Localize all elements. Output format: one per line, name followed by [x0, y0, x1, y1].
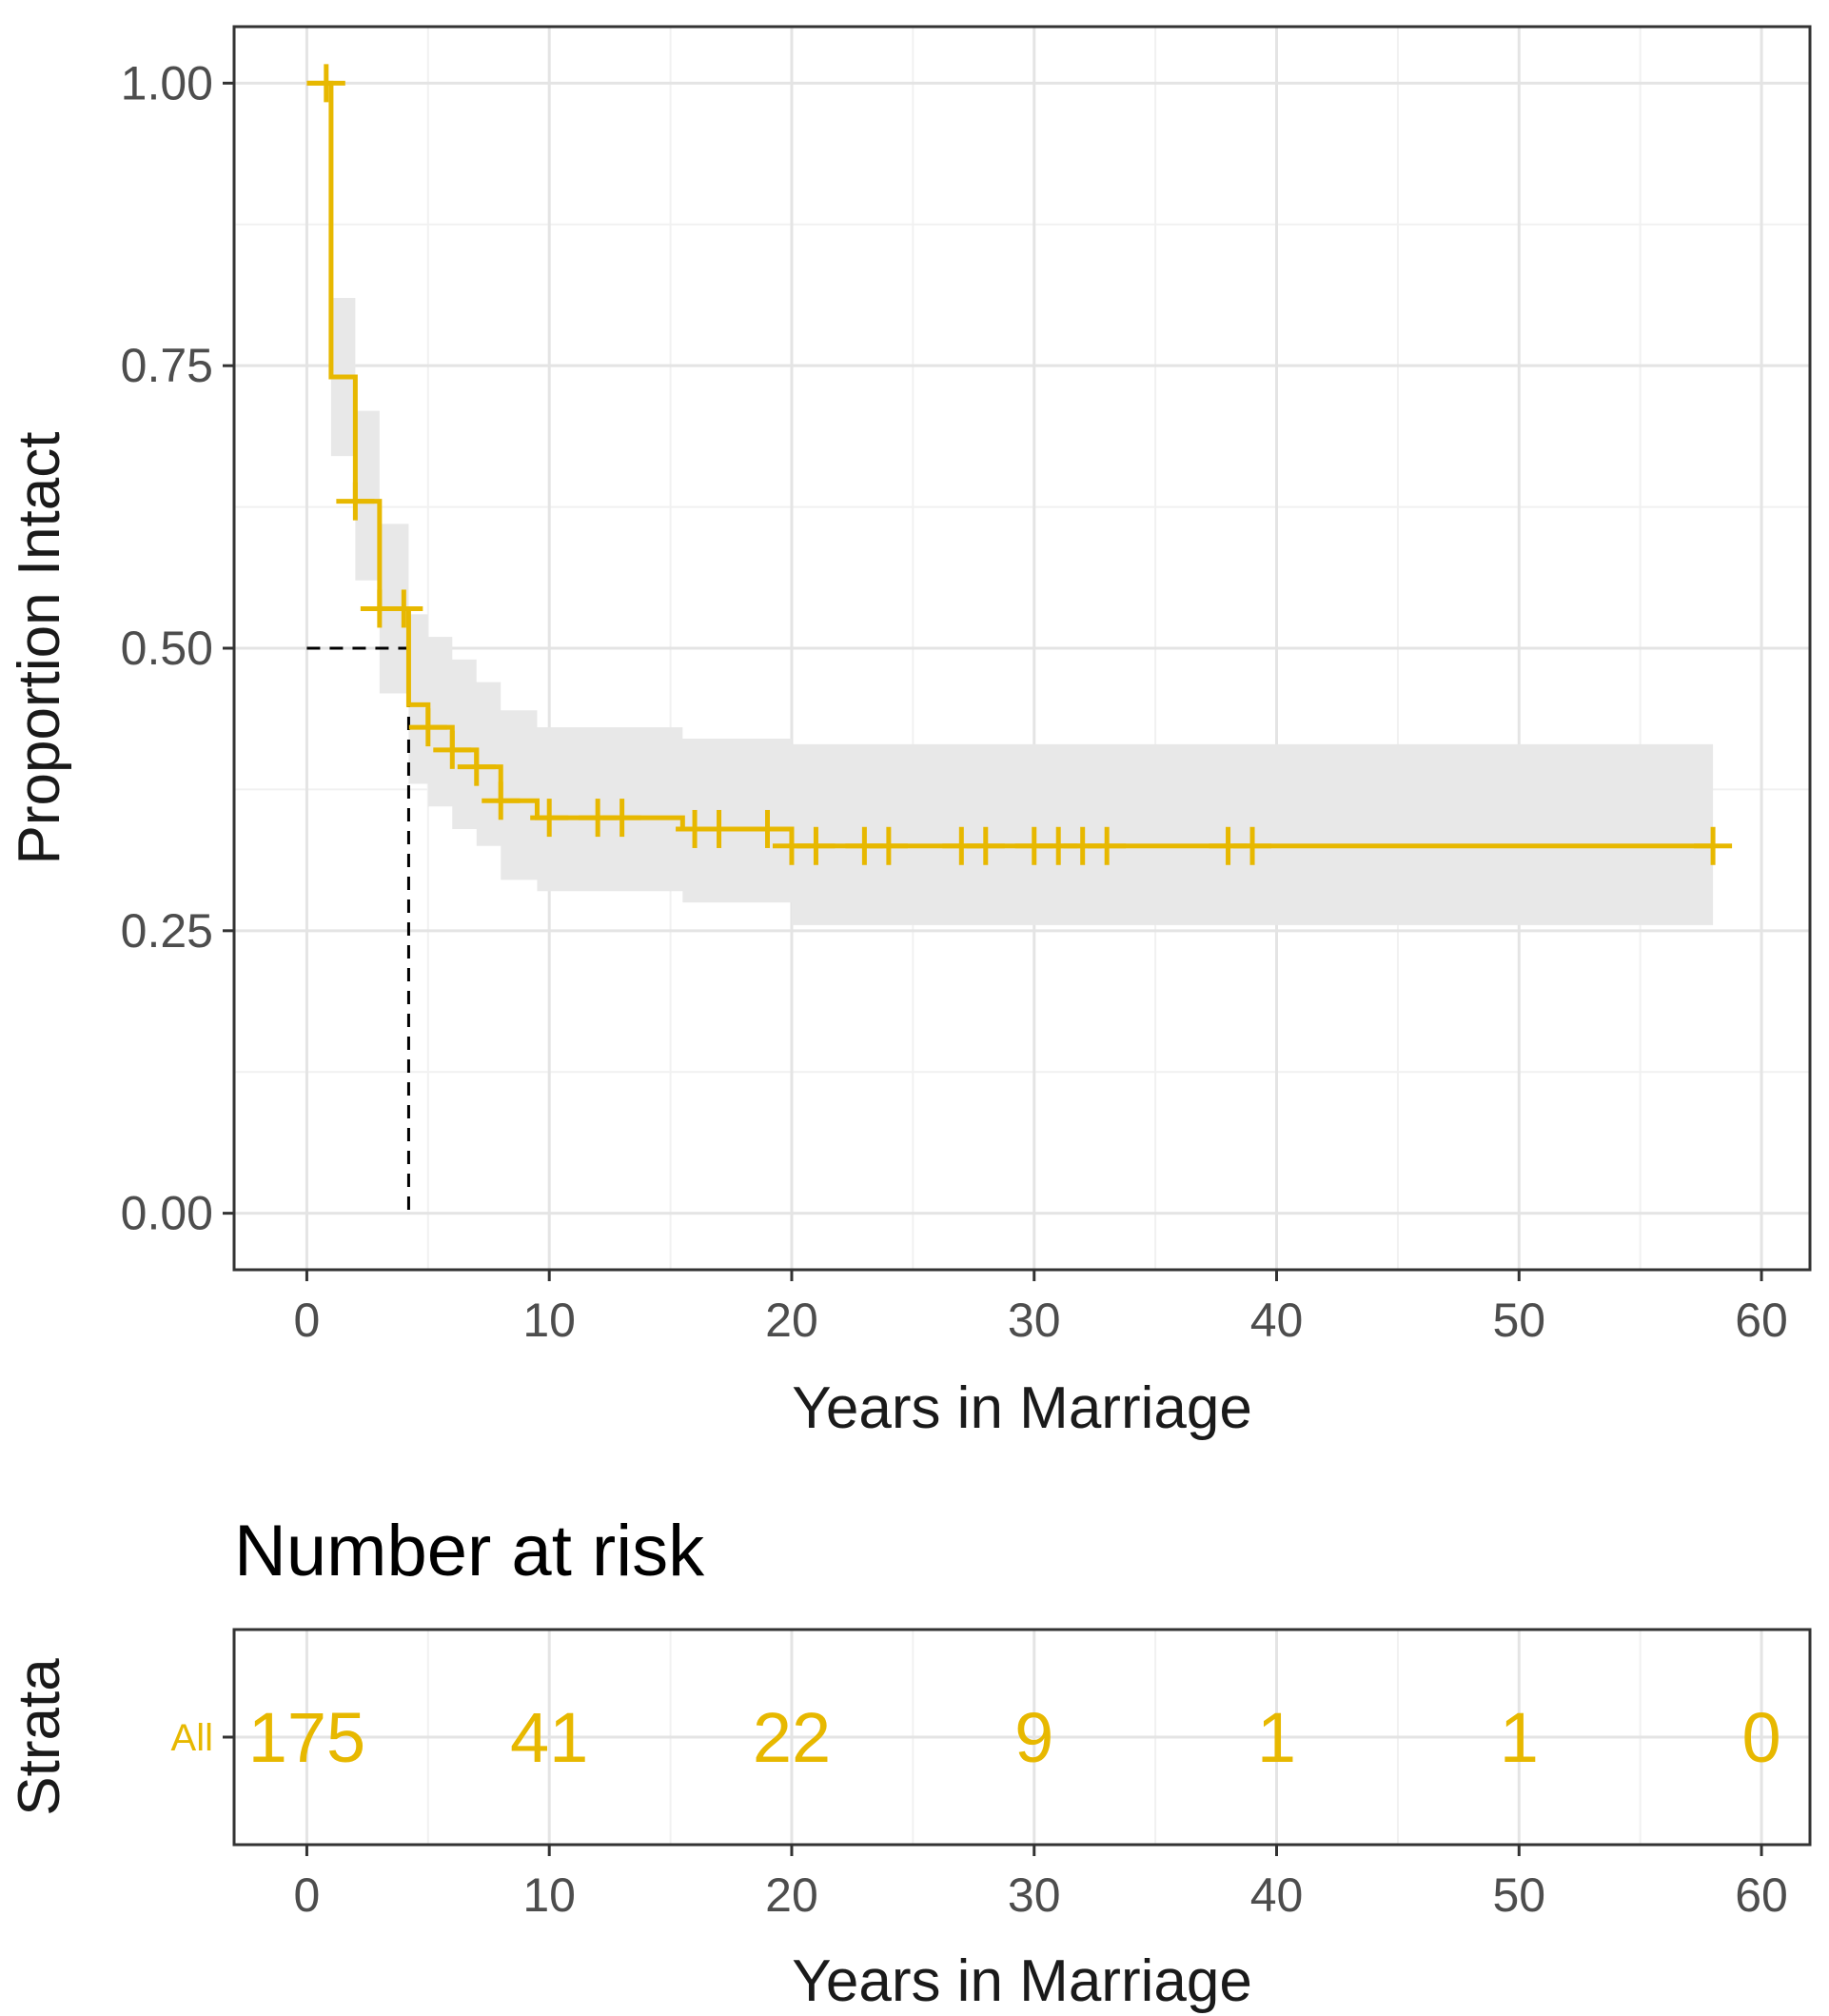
- risk-x-tick-label: 20: [765, 1868, 818, 1922]
- censor-mark: [433, 730, 472, 769]
- censor-mark: [384, 589, 423, 628]
- y-axis: 0.00 0.25 0.50 0.75 1.00: [121, 56, 234, 1240]
- censor-mark: [796, 826, 836, 865]
- x-tick-label: 10: [522, 1294, 576, 1347]
- censor-marks: [306, 64, 1733, 865]
- censor-mark: [530, 799, 569, 838]
- censor-mark: [482, 781, 521, 820]
- censor-mark: [1233, 826, 1272, 865]
- risk-value: 1: [1500, 1698, 1539, 1777]
- censor-mark: [748, 809, 787, 848]
- censor-mark: [699, 809, 738, 848]
- censor-mark: [966, 826, 1005, 865]
- risk-y-axis-title: Strata: [7, 1658, 72, 1816]
- censor-mark: [602, 799, 641, 838]
- confidence-band: [306, 83, 1714, 925]
- risk-table-title: Number at risk: [234, 1511, 705, 1591]
- survival-plot: 0.00 0.25 0.50 0.75 1.00 0 10 20 30 40 50 60 Years…: [7, 25, 1812, 1441]
- censor-mark: [457, 747, 496, 786]
- risk-table: Number at risk 175 41 22 9 1 1 0 All 0 10 20 30 40…: [7, 1511, 1812, 2014]
- y-axis-title: Proportion Intact: [7, 432, 72, 865]
- strata-axis: All: [171, 1717, 234, 1759]
- risk-value: 0: [1741, 1698, 1780, 1777]
- censor-mark: [1694, 826, 1733, 865]
- y-tick-label: 0.75: [121, 339, 213, 392]
- censor-mark: [336, 482, 375, 521]
- median-survival-lines: [306, 646, 410, 1214]
- censor-mark: [1088, 826, 1127, 865]
- risk-value: 175: [248, 1698, 365, 1777]
- risk-x-axis: 0 10 20 30 40 50 60: [294, 1845, 1788, 1922]
- risk-x-tick-label: 40: [1250, 1868, 1304, 1922]
- risk-value: 41: [510, 1698, 588, 1777]
- y-tick-label: 0.25: [121, 904, 213, 958]
- confidence-band-area: [306, 83, 1714, 925]
- y-tick-label: 0.00: [121, 1187, 213, 1240]
- x-tick-label: 20: [765, 1294, 818, 1347]
- risk-x-tick-label: 10: [522, 1868, 576, 1922]
- strata-label: All: [171, 1717, 213, 1759]
- censor-mark: [408, 708, 447, 747]
- y-tick-label: 1.00: [121, 56, 213, 109]
- censor-mark: [306, 64, 345, 103]
- x-tick-label: 50: [1492, 1294, 1545, 1347]
- risk-value: 1: [1257, 1698, 1296, 1777]
- y-tick-label: 0.50: [121, 622, 213, 675]
- censor-mark: [869, 826, 908, 865]
- x-tick-label: 0: [294, 1294, 321, 1347]
- x-axis-title: Years in Marriage: [792, 1375, 1252, 1441]
- risk-x-axis-title: Years in Marriage: [792, 1948, 1252, 2014]
- risk-grid-lines: [234, 1630, 1810, 1845]
- risk-x-tick-label: 50: [1492, 1868, 1545, 1922]
- x-tick-label: 40: [1250, 1294, 1304, 1347]
- risk-value: 22: [753, 1698, 831, 1777]
- risk-x-tick-label: 0: [294, 1868, 321, 1922]
- risk-value: 9: [1014, 1698, 1053, 1777]
- risk-x-tick-label: 60: [1735, 1868, 1788, 1922]
- risk-values: 175 41 22 9 1 1 0: [248, 1698, 1781, 1777]
- x-axis: 0 10 20 30 40 50 60: [294, 1270, 1788, 1347]
- x-tick-label: 60: [1735, 1294, 1788, 1347]
- risk-x-tick-label: 30: [1008, 1868, 1061, 1922]
- x-tick-label: 30: [1008, 1294, 1061, 1347]
